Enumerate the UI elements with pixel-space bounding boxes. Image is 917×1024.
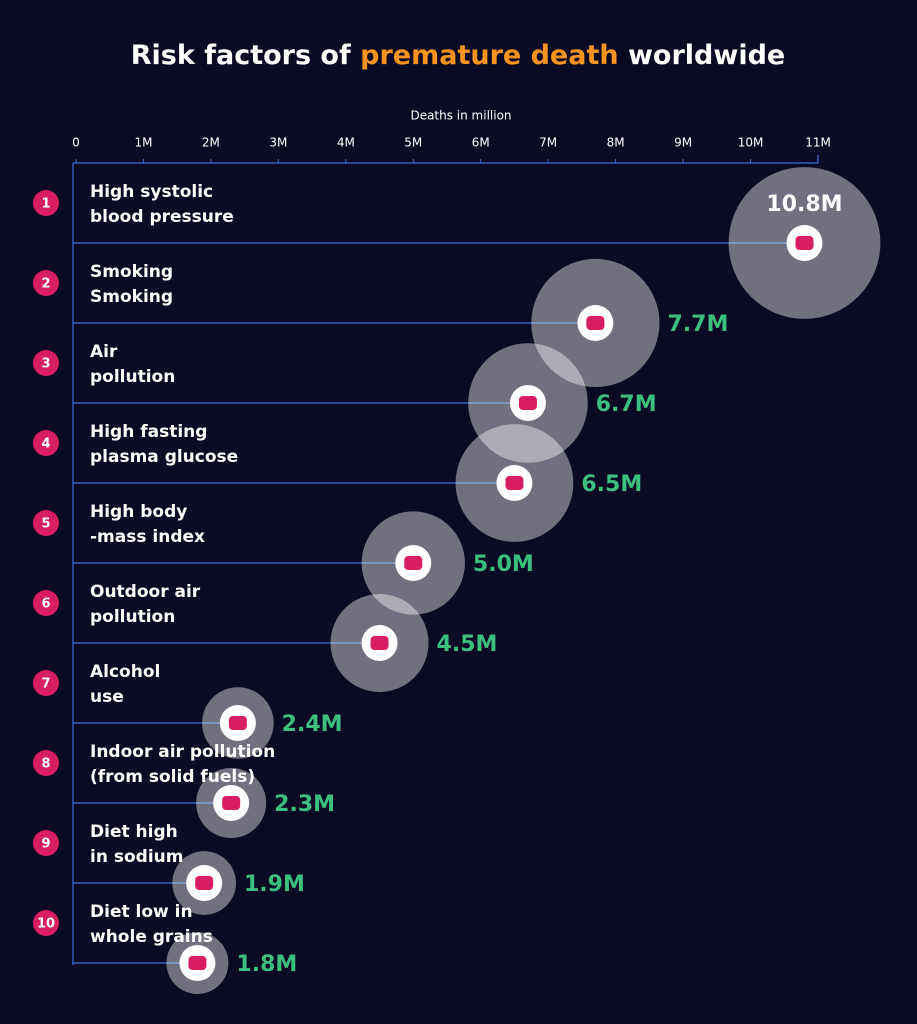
icon bbox=[188, 956, 207, 970]
x-tick-label: 11M bbox=[805, 136, 831, 150]
icon bbox=[404, 556, 423, 570]
category-label: Smoking bbox=[90, 262, 173, 282]
rank-label: 5 bbox=[41, 517, 50, 532]
category-label: plasma glucose bbox=[90, 447, 238, 467]
icon bbox=[795, 236, 814, 250]
rank-badge bbox=[33, 350, 59, 376]
rank-label: 10 bbox=[37, 917, 55, 932]
value-label: 1.9M bbox=[244, 872, 305, 897]
category-label: Outdoor air bbox=[90, 582, 201, 602]
x-tick-label: 10M bbox=[738, 136, 764, 150]
x-tick-label: 9M bbox=[674, 136, 692, 150]
rank-badge bbox=[33, 190, 59, 216]
x-tick-label: 5M bbox=[404, 136, 422, 150]
rank-badge bbox=[33, 670, 59, 696]
category-label: Indoor air pollution bbox=[90, 742, 275, 762]
category-label: (from solid fuels) bbox=[90, 767, 255, 787]
x-tick-label: 3M bbox=[269, 136, 287, 150]
category-label: pollution bbox=[90, 367, 175, 387]
value-label: 6.5M bbox=[581, 472, 642, 497]
category-label: blood pressure bbox=[90, 207, 234, 227]
x-tick-label: 8M bbox=[607, 136, 625, 150]
category-label: High systolic bbox=[90, 182, 213, 202]
value-label: 4.5M bbox=[437, 632, 498, 657]
title-highlight: premature death bbox=[360, 40, 618, 71]
icon bbox=[518, 396, 537, 410]
value-label: 1.8M bbox=[236, 952, 297, 977]
rank-badge bbox=[33, 430, 59, 456]
rank-badge bbox=[33, 590, 59, 616]
value-label: 2.3M bbox=[274, 792, 335, 817]
rank-label: 9 bbox=[41, 837, 50, 852]
x-tick-label: 6M bbox=[472, 136, 490, 150]
rank-badge bbox=[33, 510, 59, 536]
icon bbox=[586, 316, 605, 330]
rank-badge bbox=[33, 270, 59, 296]
rank-label: 3 bbox=[41, 357, 50, 372]
value-label: 6.7M bbox=[596, 392, 657, 417]
value-label: 7.7M bbox=[667, 312, 728, 337]
axis-title: Deaths in million bbox=[410, 109, 511, 123]
rank-label: 8 bbox=[41, 757, 50, 772]
category-label: pollution bbox=[90, 607, 175, 627]
category-label: High body bbox=[90, 502, 187, 522]
icon bbox=[505, 476, 524, 490]
category-label: Diet high bbox=[90, 822, 178, 842]
category-label: in sodium bbox=[90, 847, 183, 867]
value-label: 2.4M bbox=[282, 712, 343, 737]
category-label: whole grains bbox=[90, 927, 213, 947]
category-label: Smoking bbox=[90, 287, 173, 307]
rank-label: 1 bbox=[41, 197, 50, 212]
category-label: Alcohol bbox=[90, 662, 160, 682]
x-tick-label: 4M bbox=[337, 136, 355, 150]
rank-label: 7 bbox=[41, 677, 50, 692]
title-part: Risk factors of bbox=[131, 40, 360, 71]
category-label: -mass index bbox=[90, 527, 205, 547]
icon bbox=[228, 716, 247, 730]
icon bbox=[370, 636, 389, 650]
x-tick-label: 1M bbox=[134, 136, 152, 150]
x-tick-label: 2M bbox=[202, 136, 220, 150]
x-tick-label: 7M bbox=[539, 136, 557, 150]
rank-badge bbox=[33, 910, 59, 936]
category-label: Diet low in bbox=[90, 902, 193, 922]
x-tick-label: 0 bbox=[72, 136, 80, 150]
rank-label: 4 bbox=[41, 437, 50, 452]
icon bbox=[222, 796, 241, 810]
rank-label: 6 bbox=[41, 597, 50, 612]
rank-badge bbox=[33, 750, 59, 776]
value-label: 10.8M bbox=[766, 192, 842, 217]
rank-badge bbox=[33, 830, 59, 856]
category-label: Air bbox=[90, 342, 118, 362]
icon bbox=[195, 876, 214, 890]
chart-title: Risk factors of premature death worldwid… bbox=[131, 40, 785, 71]
category-label: use bbox=[90, 687, 124, 707]
rank-label: 2 bbox=[41, 277, 50, 292]
value-label: 5.0M bbox=[473, 552, 534, 577]
title-part: worldwide bbox=[619, 40, 786, 71]
category-label: High fasting bbox=[90, 422, 207, 442]
